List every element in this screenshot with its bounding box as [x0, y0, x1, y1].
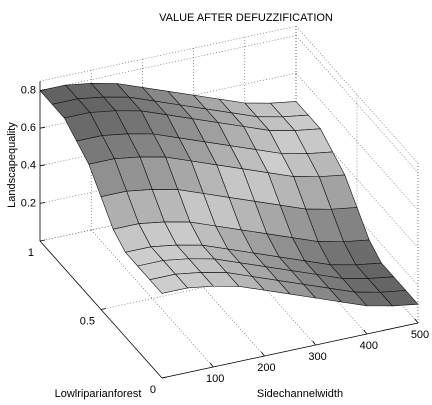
z-tick: [39, 164, 46, 167]
y-tick: [161, 376, 168, 379]
x-tick: [261, 351, 265, 357]
x-tick: [414, 318, 419, 324]
y-tick-label: 1: [28, 247, 34, 259]
box-edge: [295, 26, 419, 164]
x-tick-label: 400: [360, 340, 378, 352]
z-axis-label: Landscapequality: [6, 122, 18, 208]
z-tick: [39, 89, 46, 91]
x-axis-label: Sidechannelwidth: [257, 388, 343, 400]
x-tick-label: 300: [308, 351, 326, 363]
y-tick: [100, 308, 107, 310]
grid-line: [295, 35, 419, 173]
box-edge: [39, 25, 297, 82]
x-tick: [312, 340, 316, 346]
chart-title: VALUE AFTER DEFUZZIFICATION: [159, 12, 333, 24]
x-axis: [161, 322, 419, 379]
x-tick-label: 500: [411, 329, 429, 341]
z-tick-label: 0.6: [21, 122, 36, 134]
z-tick: [39, 126, 46, 129]
x-tick-label: 100: [206, 373, 224, 385]
z-tick: [39, 202, 46, 204]
x-tick: [209, 362, 214, 368]
grid-line: [39, 35, 297, 91]
y-tick-label: 0.5: [80, 315, 95, 327]
y-axis-label: Lowlriparianforest: [55, 388, 142, 400]
z-tick-label: 0.8: [21, 85, 36, 97]
x-tick: [363, 329, 368, 335]
y-tick-label: 0: [150, 384, 156, 396]
grid-line: [295, 73, 419, 211]
y-tick: [39, 239, 46, 242]
z-tick-label: 0.2: [21, 197, 36, 209]
surface-patch: [149, 273, 189, 294]
grid-line: [90, 229, 214, 368]
z-tick-label: 0.4: [21, 160, 36, 172]
x-tick-label: 200: [257, 362, 275, 374]
